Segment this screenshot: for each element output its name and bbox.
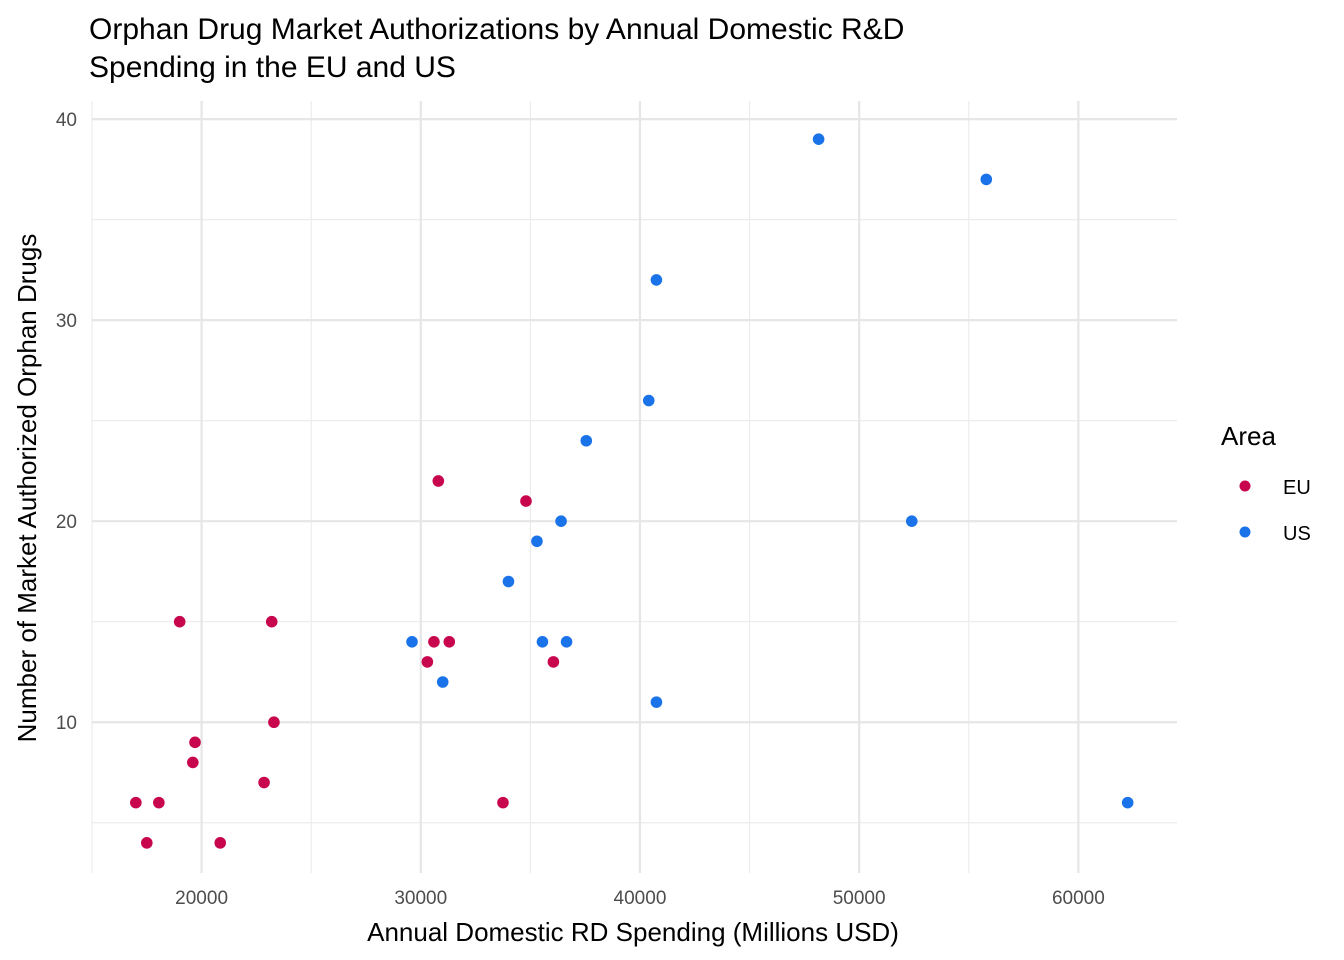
point-eu (428, 636, 440, 648)
point-eu (153, 796, 165, 809)
legend-label-eu: EU (1283, 477, 1311, 499)
point-us (1121, 796, 1134, 809)
y-tick-label: 30 (56, 311, 77, 332)
point-eu (443, 636, 456, 648)
legend: Area EU US (1221, 421, 1311, 545)
x-tick-label: 20000 (175, 888, 228, 909)
point-eu (130, 796, 142, 809)
y-axis-ticks: 10 20 30 40 (56, 110, 77, 734)
legend-label-us: US (1283, 523, 1311, 545)
point-us (560, 636, 573, 648)
point-us (642, 394, 655, 407)
chart-title-line-2: Spending in the EU and US (89, 51, 456, 84)
point-eu (214, 837, 227, 849)
data-points (130, 133, 1134, 849)
point-us (650, 274, 663, 286)
point-eu (432, 475, 445, 487)
x-axis-ticks: 20000 30000 40000 50000 60000 (175, 888, 1105, 909)
point-eu (268, 716, 280, 729)
legend-key-eu (1239, 480, 1251, 492)
point-us (531, 535, 543, 548)
y-tick-label: 20 (56, 512, 77, 533)
chart-title-line-1: Orphan Drug Market Authorizations by Ann… (89, 13, 904, 46)
point-eu (173, 615, 186, 628)
point-eu (265, 615, 278, 628)
y-tick-label: 40 (56, 110, 77, 131)
point-us (406, 636, 418, 648)
point-eu (497, 796, 509, 809)
point-us (536, 636, 549, 648)
point-us (905, 515, 918, 527)
point-eu (140, 837, 153, 849)
legend-key-us (1239, 526, 1251, 538)
point-us (980, 173, 993, 186)
point-us (580, 434, 593, 447)
legend-title: Area (1221, 421, 1276, 451)
point-us (436, 676, 449, 688)
point-us (650, 696, 663, 708)
x-tick-label: 60000 (1052, 888, 1105, 909)
point-eu (189, 736, 201, 749)
point-us (812, 133, 825, 145)
point-eu (421, 656, 434, 668)
x-axis-title: Annual Domestic RD Spending (Millions US… (367, 917, 899, 947)
grid-lines (91, 101, 1177, 873)
x-tick-label: 50000 (833, 888, 886, 909)
x-tick-label: 40000 (614, 888, 667, 909)
point-us (555, 515, 567, 527)
point-eu (520, 495, 532, 507)
point-eu (187, 756, 199, 769)
x-tick-label: 30000 (394, 888, 447, 909)
point-us (502, 575, 515, 588)
point-eu (258, 776, 270, 789)
y-tick-label: 10 (56, 713, 77, 734)
y-axis-title: Number of Market Authorized Orphan Drugs (12, 234, 42, 743)
point-eu (547, 656, 560, 668)
